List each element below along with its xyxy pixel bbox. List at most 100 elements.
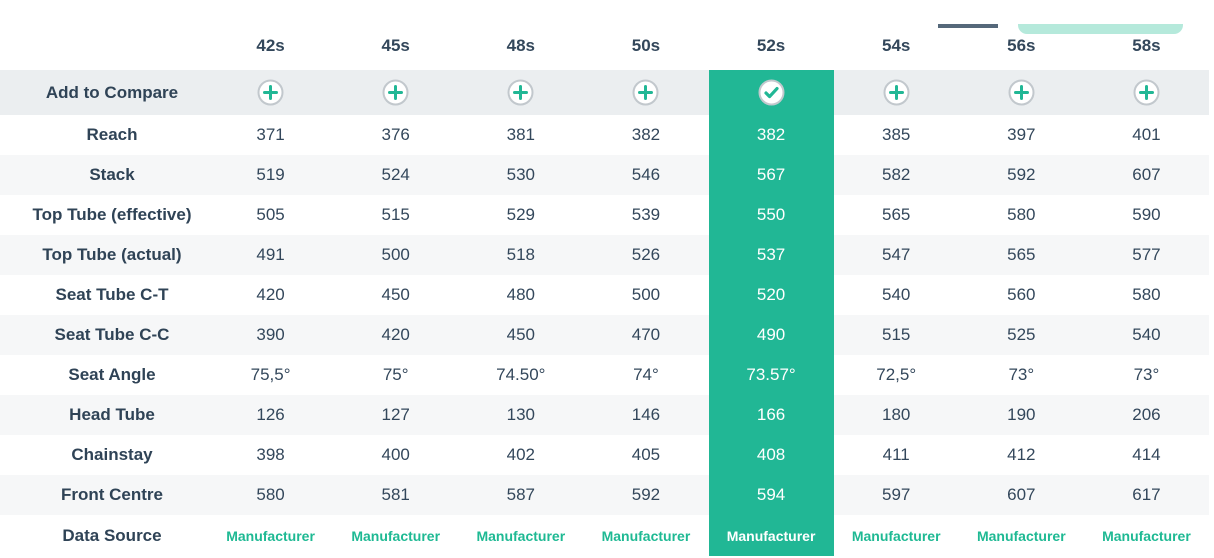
geometry-comparison-table: 42s 45s 48s 50s 52s 54s 56s 58s Add to Compare R…	[0, 24, 1209, 556]
value-cell: 411	[833, 435, 959, 475]
value-cell: 565	[833, 195, 959, 235]
table-row: Head Tube 126 127 130 146 166 180 190 206	[0, 395, 1209, 435]
compare-cell-56s	[958, 70, 1084, 115]
row-label: Seat Tube C-T	[0, 275, 208, 315]
data-source-cell: Manufacturer	[333, 515, 459, 556]
value-cell: 75,5°	[208, 355, 334, 395]
value-cell: 414	[1083, 435, 1209, 475]
value-cell: 592	[958, 155, 1084, 195]
value-cell: 547	[833, 235, 959, 275]
check-circle-icon[interactable]	[757, 79, 785, 107]
value-cell: 530	[458, 155, 584, 195]
table-row: Chainstay 398 400 402 405 408 411 412 414	[0, 435, 1209, 475]
compare-cell-54s	[833, 70, 959, 115]
value-cell: 146	[583, 395, 709, 435]
value-cell: 73°	[958, 355, 1084, 395]
data-source-link[interactable]: Manufacturer	[726, 527, 816, 544]
value-cell: 401	[1083, 115, 1209, 155]
value-cell: 515	[833, 315, 959, 355]
data-source-cell: Manufacturer	[583, 515, 709, 556]
value-cell: 130	[458, 395, 584, 435]
value-cell: 580	[1083, 275, 1209, 315]
value-cell: 580	[208, 475, 334, 515]
row-label: Seat Tube C-C	[0, 315, 208, 355]
value-cell: 560	[958, 275, 1084, 315]
compare-cell-50s	[583, 70, 709, 115]
size-header-45s: 45s	[333, 24, 459, 70]
value-cell: 398	[208, 435, 334, 475]
value-cell: 206	[1083, 395, 1209, 435]
partial-dark-button[interactable]	[938, 24, 998, 28]
row-label: Top Tube (effective)	[0, 195, 208, 235]
size-header-row: 42s 45s 48s 50s 52s 54s 56s 58s	[0, 24, 1209, 70]
value-cell: 539	[583, 195, 709, 235]
value-cell: 587	[458, 475, 584, 515]
value-cell: 537	[708, 235, 834, 275]
data-source-link[interactable]: Manufacturer	[226, 527, 315, 544]
value-cell: 582	[833, 155, 959, 195]
value-cell: 381	[458, 115, 584, 155]
data-source-label: Data Source	[0, 515, 208, 556]
value-cell: 491	[208, 235, 334, 275]
table-row: Seat Angle 75,5° 75° 74.50° 74° 73.57° 72,5° 73…	[0, 355, 1209, 395]
value-cell: 550	[708, 195, 834, 235]
value-cell: 126	[208, 395, 334, 435]
value-cell: 74°	[583, 355, 709, 395]
value-cell: 127	[333, 395, 459, 435]
value-cell: 540	[833, 275, 959, 315]
table-row: Stack 519 524 530 546 567 582 592 607	[0, 155, 1209, 195]
value-cell: 500	[583, 275, 709, 315]
add-to-compare-label: Add to Compare	[0, 70, 208, 115]
row-label: Stack	[0, 155, 208, 195]
value-cell: 73°	[1083, 355, 1209, 395]
table-row: Seat Tube C-T 420 450 480 500 520 540 560 580	[0, 275, 1209, 315]
value-cell: 72,5°	[833, 355, 959, 395]
size-header-50s: 50s	[583, 24, 709, 70]
data-source-link[interactable]: Manufacturer	[351, 527, 441, 544]
data-source-link[interactable]: Manufacturer	[601, 527, 691, 544]
data-source-link[interactable]: Manufacturer	[476, 527, 566, 544]
plus-circle-icon[interactable]	[1007, 79, 1035, 107]
add-to-compare-row: Add to Compare	[0, 70, 1209, 115]
plus-circle-icon[interactable]	[382, 79, 410, 107]
row-label: Chainstay	[0, 435, 208, 475]
data-source-cell: Manufacturer	[958, 515, 1084, 556]
value-cell: 526	[583, 235, 709, 275]
value-cell: 590	[1083, 195, 1209, 235]
data-source-cell: Manufacturer	[833, 515, 959, 556]
data-source-link[interactable]: Manufacturer	[976, 527, 1066, 544]
value-cell: 529	[458, 195, 584, 235]
plus-circle-icon[interactable]	[257, 79, 285, 107]
value-cell: 524	[333, 155, 459, 195]
data-source-link[interactable]: Manufacturer	[1102, 527, 1191, 544]
row-label: Reach	[0, 115, 208, 155]
value-cell: 525	[958, 315, 1084, 355]
value-cell: 567	[708, 155, 834, 195]
table-row: Front Centre 580 581 587 592 594 597 607 617	[0, 475, 1209, 515]
value-cell: 371	[208, 115, 334, 155]
size-header-54s: 54s	[833, 24, 959, 70]
plus-circle-icon[interactable]	[1132, 79, 1160, 107]
size-header-52s: 52s	[708, 24, 834, 70]
corner-cell	[0, 24, 208, 70]
value-cell: 565	[958, 235, 1084, 275]
data-source-row: Data Source Manufacturer Manufacturer Manuf…	[0, 515, 1209, 556]
plus-circle-icon[interactable]	[632, 79, 660, 107]
plus-circle-icon[interactable]	[507, 79, 535, 107]
value-cell: 390	[208, 315, 334, 355]
plus-circle-icon[interactable]	[882, 79, 910, 107]
data-source-cell: Manufacturer	[708, 515, 834, 556]
value-cell: 505	[208, 195, 334, 235]
value-cell: 397	[958, 115, 1084, 155]
table-row: Reach 371 376 381 382 382 385 397 401	[0, 115, 1209, 155]
data-source-cell: Manufacturer	[1083, 515, 1209, 556]
value-cell: 546	[583, 155, 709, 195]
value-cell: 166	[708, 395, 834, 435]
value-cell: 412	[958, 435, 1084, 475]
value-cell: 581	[333, 475, 459, 515]
value-cell: 580	[958, 195, 1084, 235]
partial-mint-button[interactable]	[1018, 24, 1183, 34]
row-label: Front Centre	[0, 475, 208, 515]
data-source-cell: Manufacturer	[208, 515, 334, 556]
data-source-link[interactable]: Manufacturer	[851, 527, 941, 544]
